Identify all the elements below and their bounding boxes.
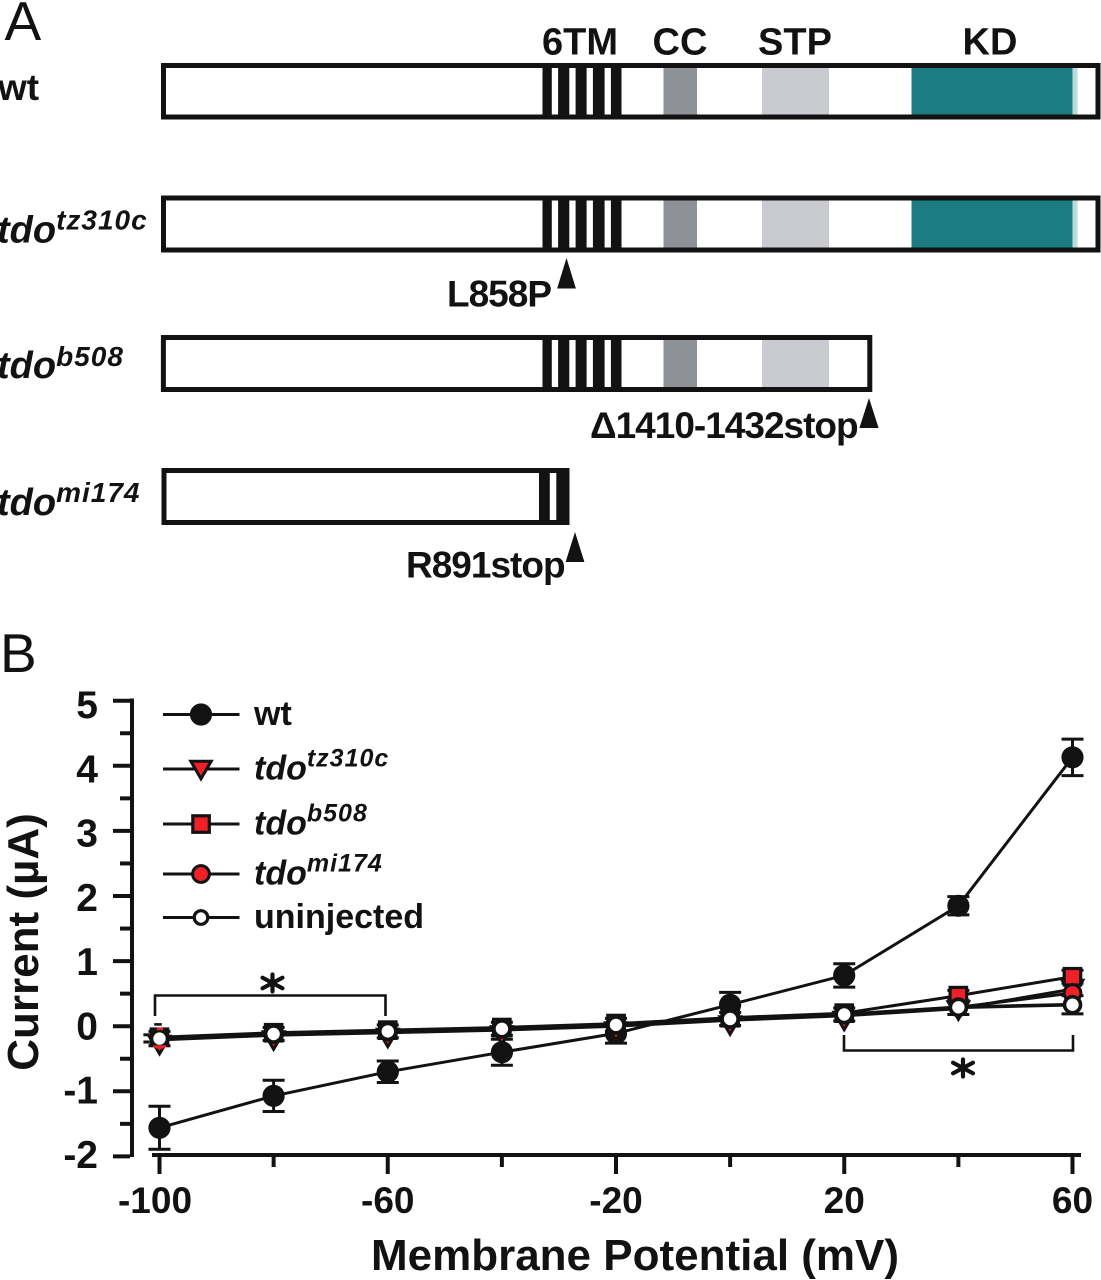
svg-text:20: 20 [824, 1180, 865, 1221]
svg-text:5: 5 [76, 684, 98, 727]
svg-text:-100: -100 [118, 1180, 192, 1221]
svg-text:tdomi174: tdomi174 [0, 477, 140, 524]
svg-text:Membrane Potential (mV): Membrane Potential (mV) [371, 1231, 899, 1280]
svg-text:0: 0 [76, 1005, 98, 1048]
svg-text:R891stop: R891stop [406, 545, 565, 586]
svg-text:wt: wt [0, 67, 39, 108]
svg-text:A: A [5, 0, 42, 52]
svg-text:tdob508: tdob508 [0, 341, 124, 387]
svg-text:KD: KD [963, 22, 1018, 64]
svg-text:3: 3 [76, 813, 98, 856]
svg-text:tdotz310c: tdotz310c [0, 205, 148, 252]
svg-text:1: 1 [76, 941, 98, 984]
svg-text:CC: CC [653, 22, 708, 64]
svg-text:Current (µA): Current (µA) [0, 813, 48, 1071]
svg-text:-20: -20 [589, 1180, 642, 1221]
svg-text:B: B [0, 622, 37, 684]
svg-text:tdotz310c: tdotz310c [254, 745, 389, 788]
svg-text:4: 4 [76, 748, 98, 791]
svg-text:tdob508: tdob508 [254, 800, 368, 843]
svg-text:60: 60 [1052, 1180, 1093, 1221]
svg-text:STP: STP [758, 22, 832, 64]
svg-text:tdomi174: tdomi174 [254, 850, 383, 893]
svg-text:L858P: L858P [447, 274, 551, 315]
svg-text:-1: -1 [63, 1070, 98, 1113]
svg-text:uninjected: uninjected [254, 898, 424, 936]
svg-text:Δ1410-1432stop: Δ1410-1432stop [590, 405, 858, 446]
svg-text:2: 2 [76, 877, 98, 920]
svg-text:-2: -2 [63, 1134, 98, 1177]
svg-text:wt: wt [253, 695, 292, 733]
svg-text:-60: -60 [361, 1180, 414, 1221]
svg-text:6TM: 6TM [542, 22, 618, 64]
